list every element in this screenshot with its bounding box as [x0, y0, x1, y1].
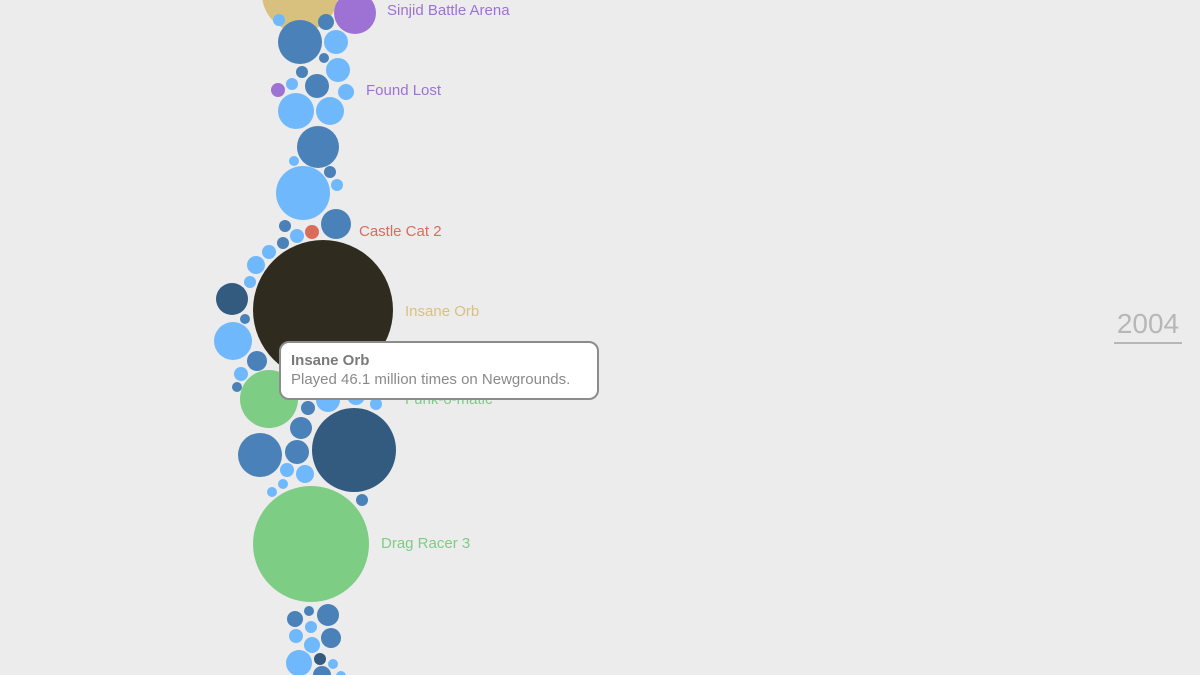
- bubble[interactable]: [297, 126, 339, 168]
- year-label[interactable]: 2004: [1114, 308, 1182, 344]
- tooltip-title: Insane Orb: [291, 352, 370, 369]
- bubble[interactable]: [247, 256, 265, 274]
- bubble[interactable]: [244, 276, 256, 288]
- bubble[interactable]: [286, 650, 312, 675]
- bubble[interactable]: [331, 179, 343, 191]
- bubble[interactable]: [296, 66, 308, 78]
- bubble[interactable]: [276, 166, 330, 220]
- bubble-sinjid-battle-arena[interactable]: [334, 0, 376, 34]
- bubble[interactable]: [234, 367, 248, 381]
- bubble[interactable]: [247, 351, 267, 371]
- bubble[interactable]: [290, 229, 304, 243]
- bubble[interactable]: [319, 53, 329, 63]
- bubble[interactable]: [312, 408, 396, 492]
- bubble-label: Drag Racer 3: [381, 535, 470, 552]
- bubble[interactable]: [232, 382, 242, 392]
- bubble[interactable]: [304, 637, 320, 653]
- bubble[interactable]: [289, 629, 303, 643]
- bubble[interactable]: [317, 604, 339, 626]
- bubble-drag-racer-3[interactable]: [253, 486, 369, 602]
- bubble[interactable]: [305, 621, 317, 633]
- bubble[interactable]: [278, 93, 314, 129]
- bubble[interactable]: [286, 78, 298, 90]
- bubble[interactable]: [304, 606, 314, 616]
- bubble[interactable]: [328, 659, 338, 669]
- bubble[interactable]: [318, 14, 334, 30]
- bubble-label: Castle Cat 2: [359, 223, 442, 240]
- bubble[interactable]: [296, 465, 314, 483]
- bubble[interactable]: [338, 84, 354, 100]
- bubble[interactable]: [316, 97, 344, 125]
- bubble[interactable]: [370, 398, 382, 410]
- bubble-label: Sinjid Battle Arena: [387, 2, 510, 19]
- bubble[interactable]: [278, 479, 288, 489]
- bubble[interactable]: [290, 417, 312, 439]
- bubble[interactable]: [326, 58, 350, 82]
- bubble[interactable]: [277, 237, 289, 249]
- bubble[interactable]: [273, 14, 285, 26]
- bubble[interactable]: [216, 283, 248, 315]
- bubble[interactable]: [238, 433, 282, 477]
- bubble-label: Found Lost: [366, 82, 442, 99]
- bubble[interactable]: [301, 401, 315, 415]
- bubble[interactable]: [313, 666, 331, 675]
- bubble[interactable]: [240, 314, 250, 324]
- bubble[interactable]: [321, 628, 341, 648]
- bubble[interactable]: [356, 494, 368, 506]
- bubble-label: Insane Orb: [405, 303, 479, 320]
- bubble[interactable]: [324, 30, 348, 54]
- bubble[interactable]: [262, 245, 276, 259]
- bubble[interactable]: [321, 209, 351, 239]
- bubble[interactable]: [305, 74, 329, 98]
- tooltip: Insane Orb Played 46.1 million times on …: [279, 341, 599, 400]
- tooltip-description: Played 46.1 million times on Newgrounds.: [291, 371, 571, 388]
- bubble[interactable]: [279, 220, 291, 232]
- bubble[interactable]: [287, 611, 303, 627]
- bubble[interactable]: [278, 20, 322, 64]
- bubble[interactable]: [280, 463, 294, 477]
- bubble-found-lost[interactable]: [271, 83, 285, 97]
- bubble[interactable]: [336, 671, 346, 675]
- bubble[interactable]: [314, 653, 326, 665]
- bubble[interactable]: [267, 487, 277, 497]
- bubble[interactable]: [289, 156, 299, 166]
- bubble[interactable]: [285, 440, 309, 464]
- bubble-castle-cat-2[interactable]: [305, 225, 319, 239]
- bubble[interactable]: [324, 166, 336, 178]
- bubble[interactable]: [214, 322, 252, 360]
